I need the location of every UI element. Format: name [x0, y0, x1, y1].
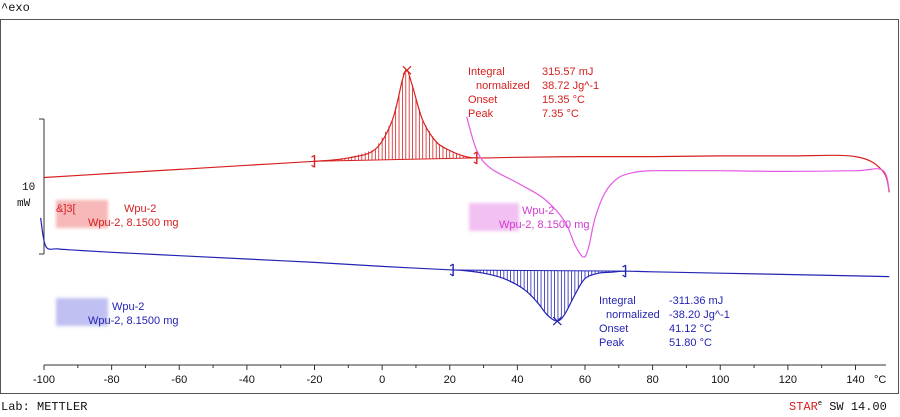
magenta-dsc-curve — [466, 116, 890, 258]
blue-label-sample: Wpu-2, 8.1500 mg — [88, 315, 179, 327]
blue-onset-label: Onset — [599, 323, 628, 335]
x-tick-label: 100 — [711, 374, 729, 386]
red-label-name: Wpu-2 — [124, 203, 156, 215]
magenta-label-name: Wpu-2 — [522, 205, 554, 217]
blue-normalized-value: -38.20 Jg^-1 — [669, 309, 730, 321]
red-label-prefix: &]3[ — [56, 203, 76, 215]
red-label-sample: Wpu-2, 8.1500 mg — [88, 217, 179, 229]
blue-redaction — [56, 298, 108, 326]
x-tick-label: 120 — [779, 374, 797, 386]
x-axis-unit: °C — [874, 374, 886, 386]
magenta-series-label: Wpu-2 Wpu-2, 8.1500 mg — [469, 203, 590, 231]
y-scale-value: 10 — [22, 182, 35, 194]
red-peak-value: 7.35 °C — [542, 108, 579, 120]
red-peak-label: Peak — [468, 108, 494, 120]
red-peak-annotation: Integral 315.57 mJ normalized 38.72 Jg^-… — [468, 66, 599, 120]
red-redaction — [56, 200, 108, 228]
blue-dsc-curve — [40, 217, 890, 322]
x-tick-label: 20 — [444, 374, 456, 386]
magenta-redaction — [469, 203, 519, 231]
red-integral-label: Integral — [468, 66, 505, 78]
x-tick-label: 60 — [579, 374, 591, 386]
y-scale-unit: mW — [17, 198, 31, 210]
blue-label-name: Wpu-2 — [112, 301, 144, 313]
red-onset-value: 15.35 °C — [542, 94, 585, 106]
red-integral-value: 315.57 mJ — [542, 66, 593, 78]
footer-lab: Lab: METTLER — [1, 400, 87, 414]
x-tick-label: -80 — [104, 374, 120, 386]
software-version: SW 14.00 — [822, 400, 887, 414]
blue-integral-value: -311.36 mJ — [669, 295, 723, 307]
x-tick-label: 140 — [846, 374, 864, 386]
integration-limit-arrow — [311, 154, 315, 168]
red-onset-label: Onset — [468, 94, 497, 106]
magenta-label-sample: Wpu-2, 8.1500 mg — [499, 219, 590, 231]
x-tick-label: -40 — [239, 374, 255, 386]
red-dsc-curve — [43, 69, 890, 193]
red-normalized-label: normalized — [476, 80, 530, 92]
integration-limit-arrow — [622, 264, 626, 278]
x-tick-label: 80 — [647, 374, 659, 386]
x-tick-label: -100 — [33, 374, 55, 386]
integration-baseline — [453, 269, 626, 272]
integration-limit-arrow — [473, 151, 478, 165]
footer-software: STARe SW 14.00 — [789, 400, 887, 414]
peak-marker — [552, 316, 562, 326]
red-series-label: &]3[ Wpu-2 Wpu-2, 8.1500 mg — [56, 200, 179, 229]
red-normalized-value: 38.72 Jg^-1 — [542, 80, 599, 92]
blue-integral-label: Integral — [599, 295, 636, 307]
registered-mark: e — [818, 400, 822, 408]
x-tick-label: 40 — [511, 374, 523, 386]
blue-series-label: Wpu-2 Wpu-2, 8.1500 mg — [56, 298, 179, 327]
blue-peak-annotation: Integral -311.36 mJ normalized -38.20 Jg… — [599, 295, 730, 349]
integration-limit-arrow — [449, 263, 454, 277]
blue-normalized-label: normalized — [606, 309, 660, 321]
peak-marker — [402, 65, 412, 75]
x-tick-label: -60 — [171, 374, 187, 386]
blue-peak-label: Peak — [599, 337, 625, 349]
blue-peak-value: 51.80 °C — [669, 337, 712, 349]
exo-label: ^exo — [1, 1, 30, 15]
plot-frame — [0, 19, 899, 394]
blue-onset-value: 41.12 °C — [669, 323, 712, 335]
x-tick-label: -20 — [307, 374, 323, 386]
x-tick-label: 0 — [379, 374, 385, 386]
star-brand: STAR — [789, 400, 818, 414]
